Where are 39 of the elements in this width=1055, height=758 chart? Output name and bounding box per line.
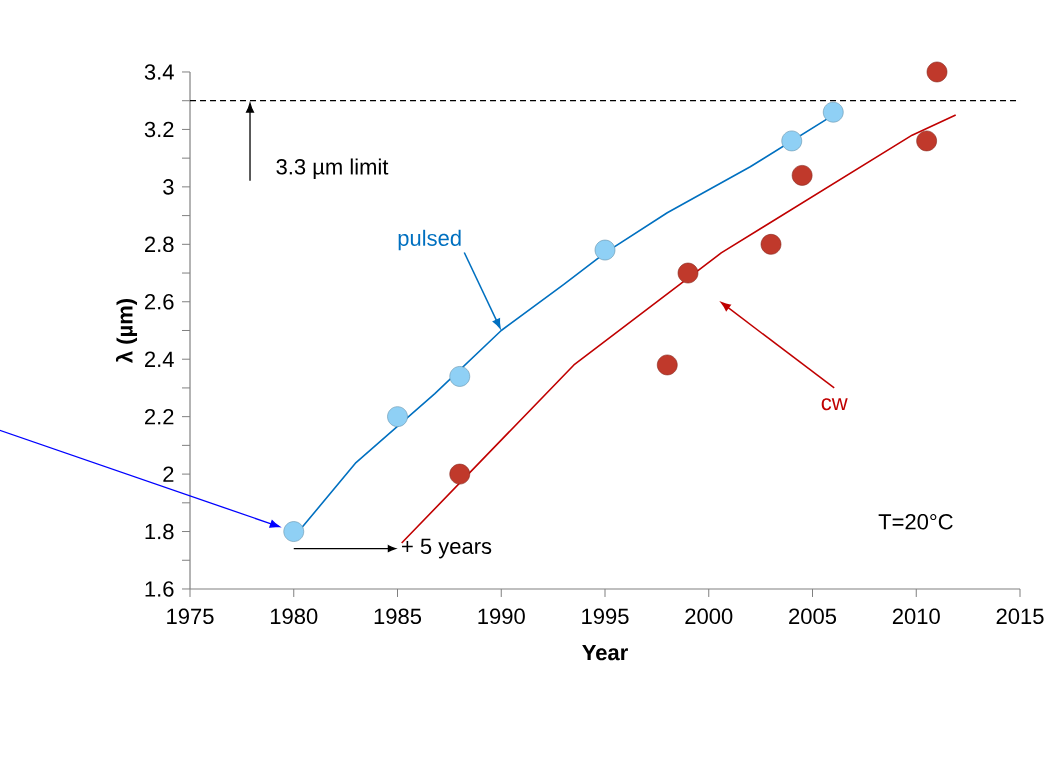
y-tick-label: 1.6 xyxy=(145,581,174,597)
x-tick-label: 1995 xyxy=(582,608,629,625)
point xyxy=(449,366,471,387)
y-tick-label: 1.8 xyxy=(145,523,174,540)
y-axis-title: λ (µm) xyxy=(115,298,138,364)
annotation: + 5 years xyxy=(402,538,492,559)
ref-line-label: 3.3 µm limit xyxy=(276,158,389,179)
y-tick-label: 2.4 xyxy=(145,351,174,367)
x-tick-label: 2010 xyxy=(892,608,940,625)
point xyxy=(926,61,948,83)
x-tick-label: 2005 xyxy=(789,608,837,625)
x-tick-label: 1985 xyxy=(374,608,422,625)
x-tick-label: 1990 xyxy=(478,608,525,625)
point xyxy=(916,130,937,152)
y-tick-label: 2.6 xyxy=(145,293,174,310)
y-tick-label: 3.4 xyxy=(144,64,174,80)
y-tick-label: 3.2 xyxy=(144,121,174,138)
text: cw xyxy=(821,398,848,411)
y-tick-label: 2 xyxy=(163,466,174,482)
y-tick-label: 3 xyxy=(163,179,174,195)
text: pulsed xyxy=(398,229,461,251)
point xyxy=(822,101,844,123)
annotation: T=20°C xyxy=(878,513,953,530)
x-tick-label: 2000 xyxy=(685,608,733,625)
x-tick-label: 2015 xyxy=(996,608,1044,625)
point xyxy=(791,165,813,186)
y-tick-label: 2.2 xyxy=(145,408,174,425)
x-axis-title: Year xyxy=(582,644,628,661)
point xyxy=(594,239,616,261)
x-tick-label: 1975 xyxy=(167,608,214,625)
point xyxy=(283,521,305,542)
point xyxy=(760,234,782,255)
y-tick-label: 2.8 xyxy=(145,236,174,253)
point xyxy=(656,354,678,376)
point xyxy=(387,406,408,427)
x-tick-label: 1980 xyxy=(270,608,318,625)
point xyxy=(449,463,471,485)
point xyxy=(677,262,699,284)
point xyxy=(781,130,803,152)
